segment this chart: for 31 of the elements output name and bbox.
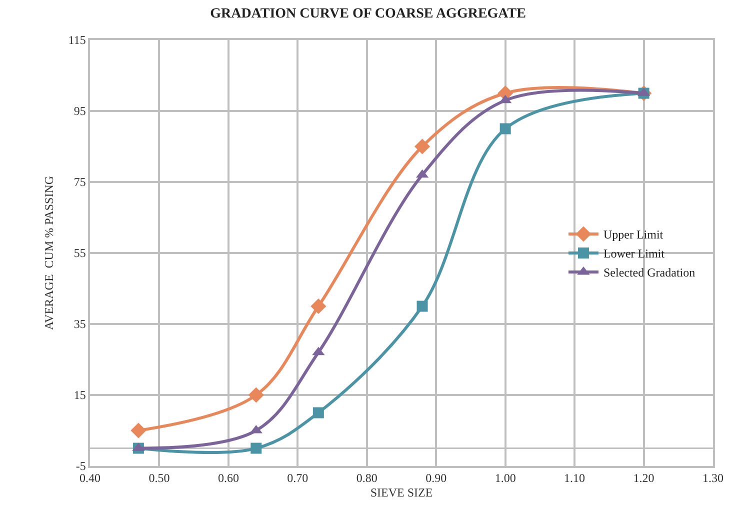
x-tick-label: 1.30 xyxy=(702,471,724,486)
point xyxy=(250,442,262,454)
y-tick-label: -5 xyxy=(76,459,86,474)
x-tick-label: 0.70 xyxy=(287,471,308,486)
y-axis-title: AVERAGE CUM % PASSING xyxy=(42,176,56,330)
x-tick-label: 0.80 xyxy=(356,471,378,486)
point xyxy=(130,422,146,438)
x-tick-label: 1.20 xyxy=(633,471,654,486)
y-tick-label: 95 xyxy=(74,104,86,118)
x-tick-label: 0.40 xyxy=(80,471,100,486)
y-tick-label: 115 xyxy=(68,33,86,48)
x-tick-label: 1.10 xyxy=(564,471,586,486)
legend-label: Lower Limit xyxy=(603,246,666,261)
y-tick-label: 15 xyxy=(74,388,86,402)
x-tick-label: 0.60 xyxy=(218,471,239,486)
legend-label: Selected Gradation xyxy=(603,266,696,280)
point xyxy=(500,123,511,134)
x-axis-title: SIEVE SIZE xyxy=(370,486,433,500)
chart-title: GRADATION CURVE OF COARSE AGGREGATE xyxy=(210,6,526,22)
legend-label: Upper Limit xyxy=(603,228,664,242)
x-tick-label: 1.00 xyxy=(494,471,516,486)
point xyxy=(310,298,326,314)
x-tick-label: 0.90 xyxy=(426,471,447,486)
point xyxy=(416,300,428,312)
point xyxy=(248,387,264,403)
point xyxy=(414,138,430,154)
y-tick-label: 55 xyxy=(74,246,86,260)
y-tick-label: 75 xyxy=(74,175,86,190)
point xyxy=(312,407,324,418)
y-tick-label: 35 xyxy=(74,317,86,332)
x-tick-label: 0.50 xyxy=(148,471,170,486)
